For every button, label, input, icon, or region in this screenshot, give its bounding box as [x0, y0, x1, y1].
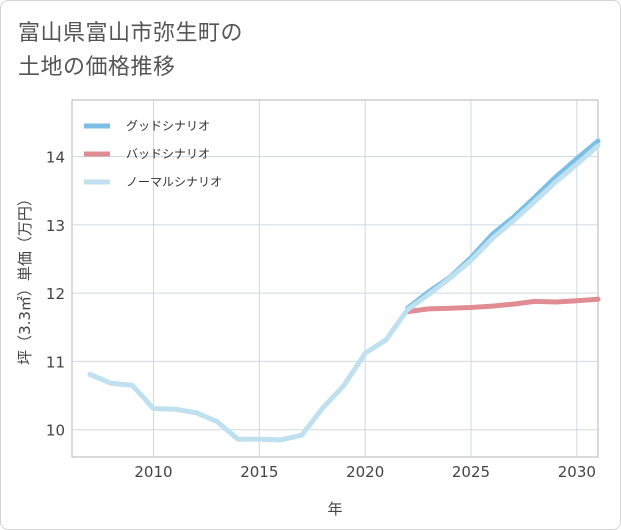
y-tick-labels: 10 11 12 13 14	[46, 149, 65, 440]
series-lines	[87, 138, 601, 443]
x-tick-2025: 2025	[452, 463, 490, 481]
legend-label-2: ノーマルシナリオ	[126, 175, 222, 189]
y-tick-10: 10	[46, 422, 65, 440]
x-axis-label: 年	[327, 500, 342, 518]
x-tick-2020: 2020	[346, 463, 384, 481]
x-tick-2010: 2010	[134, 463, 172, 481]
y-axis-label: 坪（3.3㎡）単価（万円）	[16, 191, 34, 365]
chart-title: 富山県富山市弥生町の 土地の価格推移	[18, 17, 243, 85]
y-tick-12: 12	[46, 285, 65, 303]
y-tick-11: 11	[46, 353, 65, 371]
chart-title-line2: 土地の価格推移	[18, 55, 176, 80]
x-tick-2015: 2015	[240, 463, 278, 481]
grid-lines	[72, 100, 598, 457]
legend-label-0: グッドシナリオ	[126, 119, 210, 133]
x-tick-labels: 2010 2015 2020 2025 2030	[134, 463, 596, 481]
chart-title-line1: 富山県富山市弥生町の	[18, 21, 244, 46]
y-tick-14: 14	[46, 149, 65, 167]
series-line-1	[405, 296, 601, 315]
series-line-2	[87, 143, 601, 443]
y-tick-13: 13	[46, 217, 65, 235]
x-tick-2030: 2030	[558, 463, 596, 481]
legend-label-1: バッドシナリオ	[126, 147, 210, 161]
